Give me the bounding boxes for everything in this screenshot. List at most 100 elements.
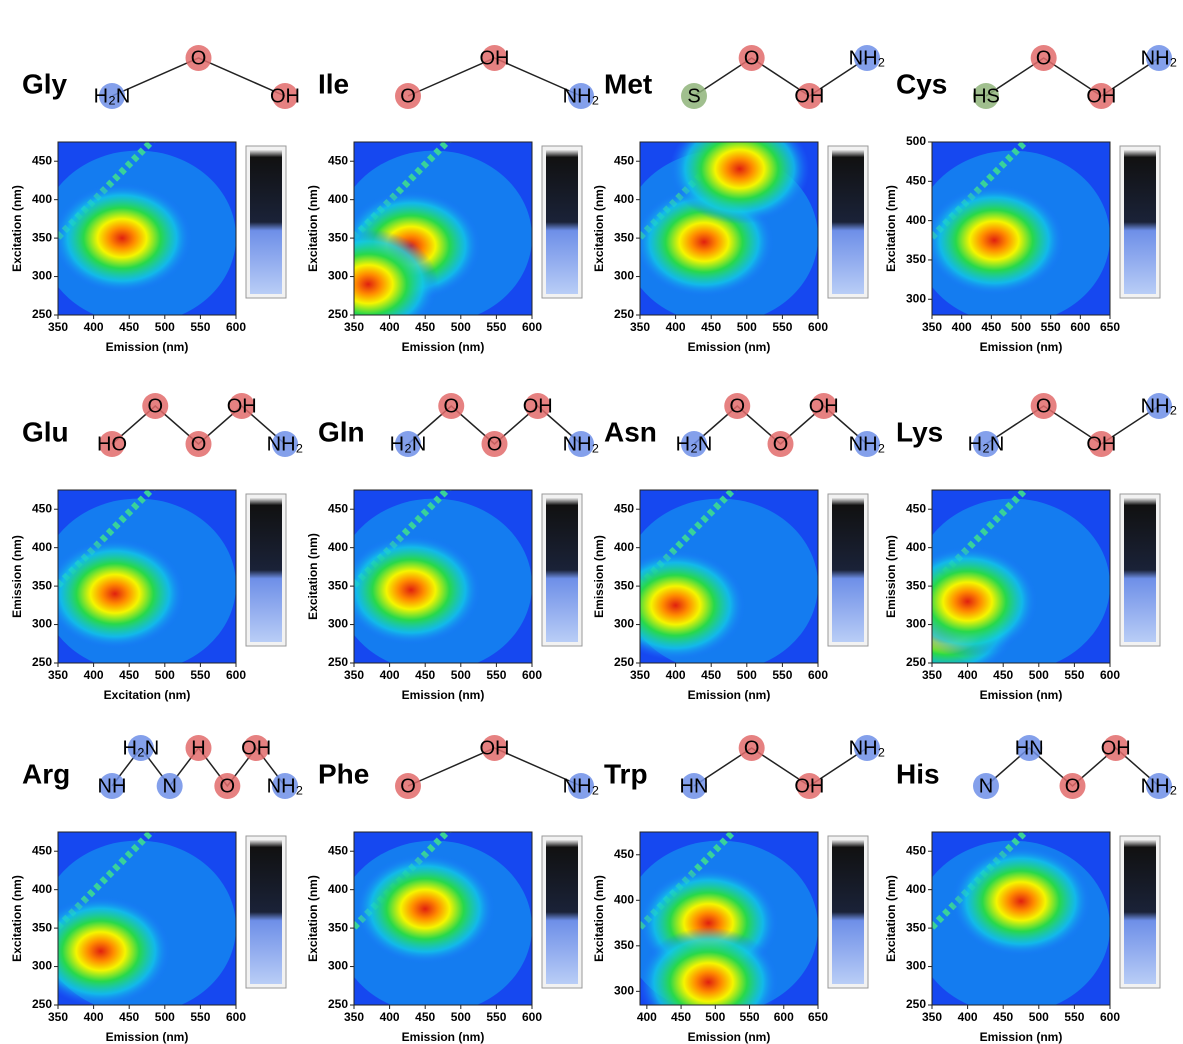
- x-tick-label: 400: [84, 320, 104, 334]
- x-tick-label: 400: [84, 1010, 104, 1024]
- atom-label: OH: [794, 85, 824, 107]
- x-tick-label: 450: [701, 668, 721, 682]
- atom-label: OH: [227, 395, 257, 417]
- y-tick-label: 350: [328, 920, 348, 934]
- y-tick-label: 250: [614, 307, 634, 321]
- plot-area: [914, 827, 1110, 1014]
- atom-label: OH: [794, 775, 824, 797]
- y-tick-label: 300: [32, 269, 52, 283]
- bond: [986, 406, 1159, 444]
- y-tick-label: 350: [32, 920, 52, 934]
- x-axis-label: Emission (nm): [402, 340, 485, 354]
- y-tick-label: 250: [614, 655, 634, 669]
- x-tick-label: 550: [772, 320, 792, 334]
- y-tick-label: 300: [328, 617, 348, 631]
- y-tick-label: 450: [328, 843, 348, 857]
- panel-title: Ile: [318, 68, 349, 99]
- y-tick-label: 450: [614, 153, 634, 167]
- x-axis-label: Emission (nm): [980, 1030, 1063, 1044]
- panel-title: Asn: [604, 416, 657, 447]
- x-tick-label: 400: [958, 1010, 978, 1024]
- x-tick-label: 350: [48, 1010, 68, 1024]
- y-tick-label: 250: [328, 997, 348, 1011]
- plot-area: [336, 485, 532, 672]
- x-tick-label: 500: [155, 668, 175, 682]
- atom-label: O: [400, 775, 416, 797]
- y-axis-label: Emission (nm): [592, 535, 606, 618]
- x-tick-label: 350: [630, 668, 650, 682]
- panel-title: Glu: [22, 416, 69, 447]
- peak: [924, 185, 1064, 295]
- atom-label: HN: [680, 775, 709, 797]
- y-tick-label: 450: [328, 501, 348, 515]
- atom-label: NH₂: [563, 433, 600, 455]
- x-tick-label: 400: [380, 668, 400, 682]
- atom-label: NH₂: [267, 433, 304, 455]
- y-tick-label: 350: [328, 230, 348, 244]
- atom-label: H₂N: [123, 737, 160, 759]
- cuvette: [1124, 498, 1156, 642]
- cuvette: [546, 840, 578, 984]
- x-tick-label: 450: [415, 668, 435, 682]
- y-tick-label: 450: [906, 173, 926, 187]
- atom-label: H₂N: [676, 433, 713, 455]
- x-tick-label: 550: [772, 668, 792, 682]
- x-tick-label: 450: [701, 320, 721, 334]
- y-tick-label: 350: [906, 252, 926, 266]
- x-tick-label: 500: [1011, 320, 1031, 334]
- plot-area: [914, 137, 1110, 324]
- x-tick-label: 500: [705, 1010, 725, 1024]
- peak: [341, 535, 481, 645]
- x-tick-label: 550: [486, 1010, 506, 1024]
- x-axis-label: Emission (nm): [402, 1030, 485, 1044]
- x-axis-label: Emission (nm): [106, 340, 189, 354]
- x-tick-label: 650: [808, 1010, 828, 1024]
- y-tick-label: 400: [328, 882, 348, 896]
- figure: GlyH₂NOOH3504004505005506002503003504004…: [0, 0, 1183, 1044]
- cuvette: [250, 840, 282, 984]
- x-tick-label: 500: [737, 320, 757, 334]
- atom-label: NH₂: [563, 775, 600, 797]
- atom-label: S: [687, 85, 700, 107]
- peak: [898, 546, 1038, 656]
- y-axis-label: Excitation (nm): [884, 875, 898, 962]
- x-tick-label: 450: [415, 1010, 435, 1024]
- atom-label: O: [443, 395, 459, 417]
- atom-label: NH₂: [1141, 47, 1178, 69]
- atom-label: HO: [97, 433, 127, 455]
- y-tick-label: 450: [614, 501, 634, 515]
- y-tick-label: 250: [906, 997, 926, 1011]
- x-tick-label: 550: [1041, 320, 1061, 334]
- y-tick-label: 300: [906, 959, 926, 973]
- y-tick-label: 400: [614, 540, 634, 554]
- x-tick-label: 500: [451, 1010, 471, 1024]
- y-axis-label: Emission (nm): [884, 535, 898, 618]
- x-tick-label: 500: [155, 320, 175, 334]
- atom-label: O: [191, 47, 207, 69]
- atom-label: H₂N: [968, 433, 1005, 455]
- atom-label: O: [1036, 395, 1052, 417]
- plot-area: [31, 827, 236, 1014]
- x-tick-label: 600: [226, 668, 246, 682]
- x-tick-label: 600: [226, 320, 246, 334]
- plot-area: [40, 137, 236, 324]
- atom-label: O: [744, 737, 760, 759]
- bond: [694, 58, 867, 96]
- x-tick-label: 600: [226, 1010, 246, 1024]
- y-tick-label: 400: [328, 540, 348, 554]
- y-axis-label: Excitation (nm): [306, 875, 320, 962]
- atom-label: O: [487, 433, 503, 455]
- x-tick-label: 400: [380, 320, 400, 334]
- atom-label: OH: [241, 737, 271, 759]
- atom-label: O: [191, 433, 207, 455]
- atom-label: O: [1036, 47, 1052, 69]
- panel-title: Phe: [318, 758, 369, 789]
- y-axis-label: Excitation (nm): [10, 875, 24, 962]
- plot-area: [606, 485, 818, 672]
- x-tick-label: 350: [344, 668, 364, 682]
- y-tick-label: 450: [328, 153, 348, 167]
- plot-area: [40, 485, 236, 672]
- x-tick-label: 400: [84, 668, 104, 682]
- atom-label: OH: [1086, 85, 1116, 107]
- x-tick-label: 550: [486, 320, 506, 334]
